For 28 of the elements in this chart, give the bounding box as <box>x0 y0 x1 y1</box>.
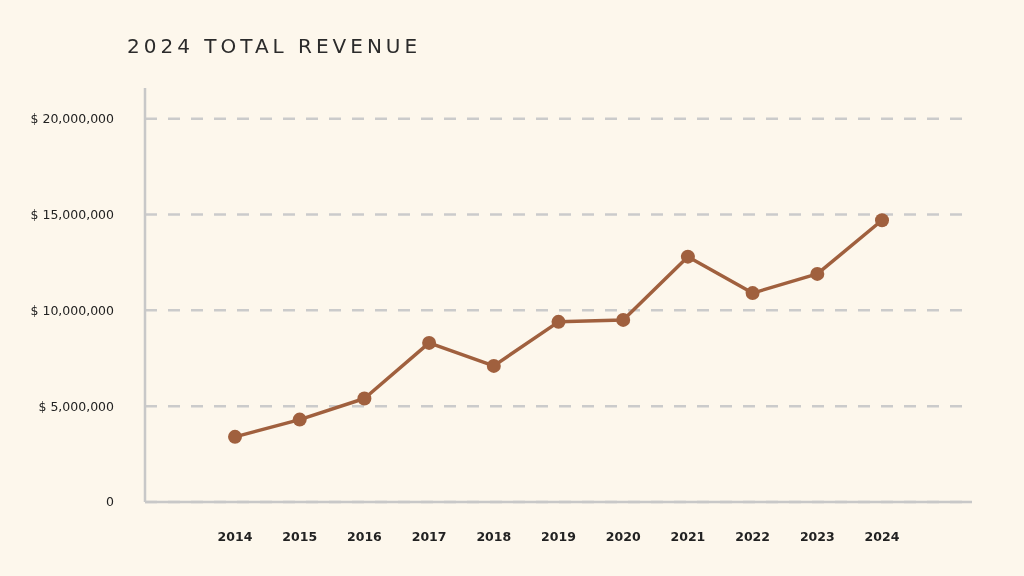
x-tick-label: 2014 <box>217 529 253 544</box>
point <box>680 249 695 264</box>
chart-title: 2024 TOTAL REVENUE <box>127 34 422 58</box>
x-tick-label: 2023 <box>799 529 835 544</box>
x-tick-label: 2016 <box>347 529 383 544</box>
x-tick-label: 2024 <box>864 529 900 544</box>
point <box>810 266 825 281</box>
x-tick-label: 2021 <box>670 529 706 544</box>
point <box>228 429 242 444</box>
y-tick-label: $ 15,000,000 <box>30 206 115 222</box>
point <box>292 412 307 427</box>
x-tick-label: 2017 <box>411 529 447 544</box>
y-tick-label: $ 5,000,000 <box>38 398 115 414</box>
y-tick-label: 0 <box>106 494 115 510</box>
x-tick-label: 2019 <box>541 529 576 544</box>
point <box>486 358 501 373</box>
point <box>875 213 889 228</box>
y-tick-label: $ 10,000,000 <box>30 302 115 318</box>
point <box>745 286 760 301</box>
x-tick-label: 2022 <box>735 529 770 544</box>
y-tick-label: $ 20,000,000 <box>30 111 115 127</box>
x-tick-label: 2020 <box>605 529 641 544</box>
x-tick-label: 2018 <box>476 529 512 544</box>
x-tick-label: 2015 <box>282 529 318 544</box>
point <box>616 312 631 327</box>
point <box>551 314 566 329</box>
point <box>357 391 372 406</box>
point <box>422 335 437 350</box>
